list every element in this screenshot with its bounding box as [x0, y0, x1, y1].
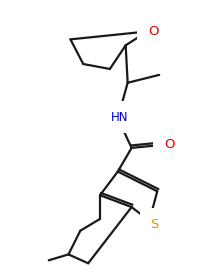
Text: O: O: [163, 138, 173, 152]
Text: S: S: [149, 218, 158, 231]
Text: HN: HN: [111, 111, 128, 124]
Text: O: O: [147, 25, 158, 38]
